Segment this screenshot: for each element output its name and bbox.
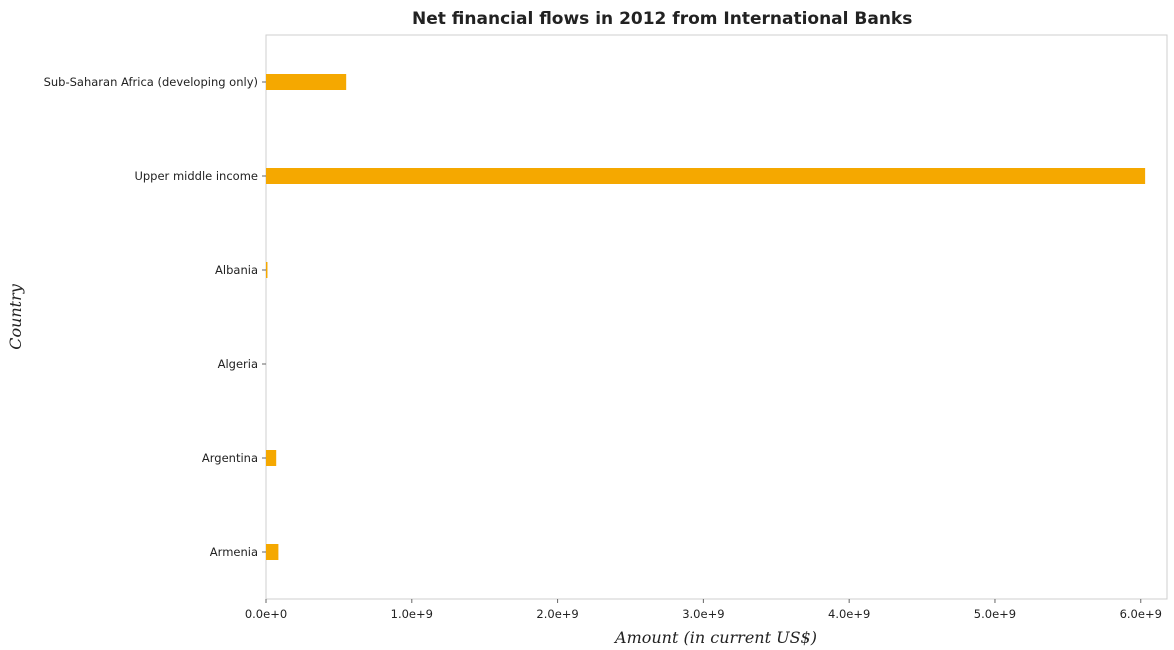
y-tick-label: Albania: [215, 263, 258, 277]
x-tick-label: 4.0e+9: [828, 607, 870, 621]
y-axis: Sub-Saharan Africa (developing only) Uppe…: [44, 75, 266, 559]
plot-frame: [265, 34, 1168, 600]
x-axis: 0.0e+0 1.0e+9 2.0e+9 3.0e+9 4.0e+9 5.0e+9 6.0e…: [245, 599, 1162, 621]
chart-title: Net financial flows in 2012 from Interna…: [412, 9, 912, 29]
y-tick-label: Argentina: [202, 451, 258, 465]
y-tick-label: Armenia: [210, 545, 258, 559]
bar-0: [266, 74, 347, 90]
y-tick-label: Upper middle income: [134, 169, 258, 183]
bar-1: [266, 168, 1146, 184]
bar-5: [266, 544, 279, 560]
x-tick-label: 5.0e+9: [974, 607, 1016, 621]
x-axis-label: Amount (in current US$): [613, 628, 817, 647]
y-tick-label: Algeria: [218, 357, 258, 371]
bar-2: [266, 262, 268, 278]
x-tick-label: 2.0e+9: [536, 607, 578, 621]
bars-group: [266, 74, 1146, 560]
x-tick-label: 6.0e+9: [1120, 607, 1162, 621]
y-axis-label: Country: [6, 283, 25, 350]
x-tick-label: 3.0e+9: [682, 607, 724, 621]
x-tick-label: 1.0e+9: [391, 607, 433, 621]
bar-4: [266, 450, 277, 466]
y-tick-label: Sub-Saharan Africa (developing only): [44, 75, 258, 89]
x-tick-label: 0.0e+0: [245, 607, 287, 621]
